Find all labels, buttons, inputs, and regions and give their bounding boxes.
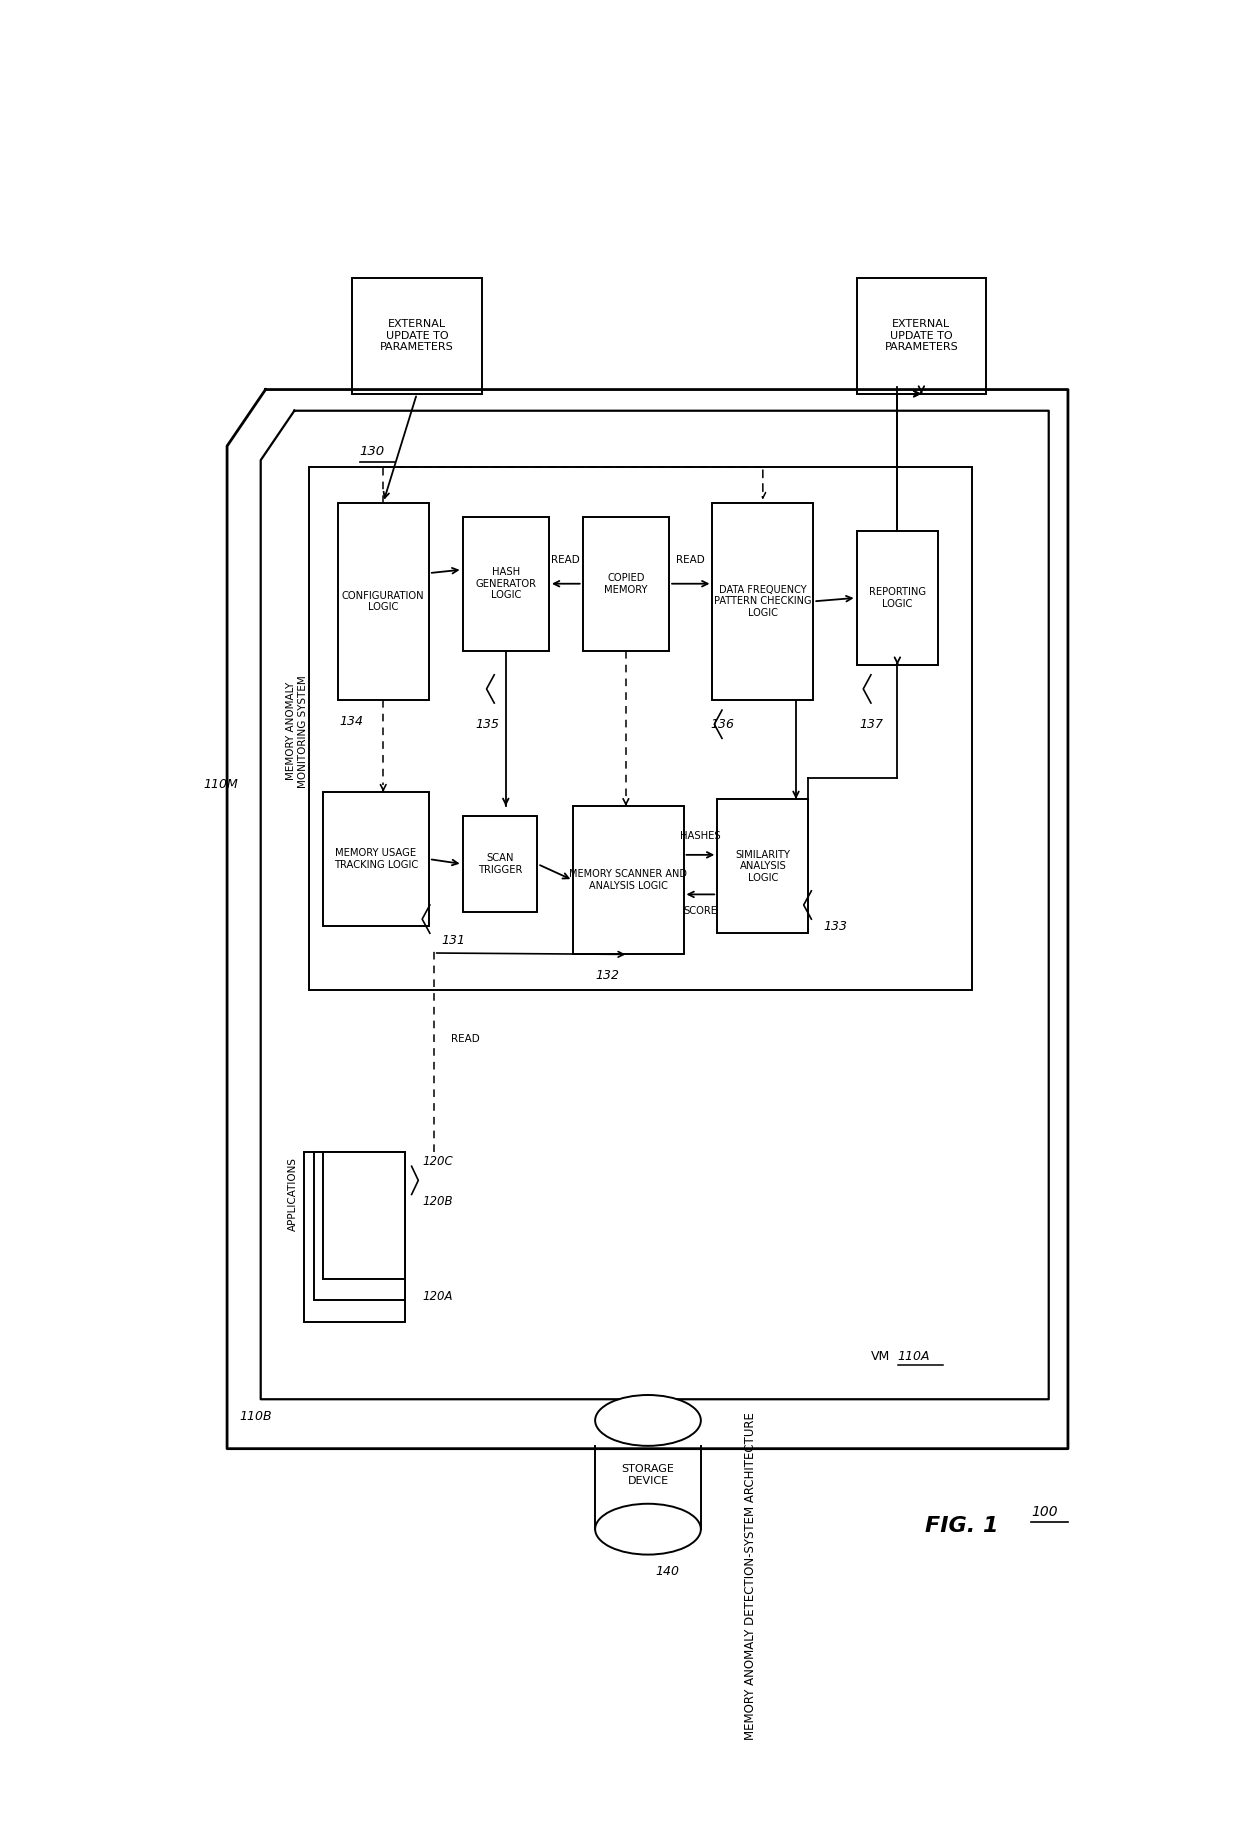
Text: 120B: 120B bbox=[422, 1196, 453, 1209]
FancyBboxPatch shape bbox=[857, 279, 986, 394]
FancyBboxPatch shape bbox=[463, 517, 549, 651]
Text: SIMILARITY
ANALYSIS
LOGIC: SIMILARITY ANALYSIS LOGIC bbox=[735, 849, 790, 882]
Text: HASHES: HASHES bbox=[680, 831, 720, 840]
Text: 132: 132 bbox=[595, 968, 619, 981]
Text: 110A: 110A bbox=[898, 1350, 930, 1363]
FancyBboxPatch shape bbox=[712, 503, 813, 701]
Text: 120A: 120A bbox=[422, 1289, 453, 1302]
Text: MEMORY ANOMALY
MONITORING SYSTEM: MEMORY ANOMALY MONITORING SYSTEM bbox=[286, 675, 308, 787]
Text: 136: 136 bbox=[711, 717, 734, 730]
Text: EXTERNAL
UPDATE TO
PARAMETERS: EXTERNAL UPDATE TO PARAMETERS bbox=[884, 319, 959, 352]
FancyBboxPatch shape bbox=[573, 807, 683, 954]
FancyBboxPatch shape bbox=[324, 792, 429, 926]
Ellipse shape bbox=[595, 1396, 701, 1445]
Text: STORAGE
DEVICE: STORAGE DEVICE bbox=[621, 1464, 675, 1486]
Text: 130: 130 bbox=[360, 446, 384, 458]
Text: READ: READ bbox=[451, 1034, 480, 1044]
FancyBboxPatch shape bbox=[583, 517, 670, 651]
FancyBboxPatch shape bbox=[717, 800, 808, 934]
Text: 100: 100 bbox=[1032, 1506, 1058, 1519]
Text: 134: 134 bbox=[340, 715, 363, 728]
FancyBboxPatch shape bbox=[314, 1152, 404, 1300]
Text: DATA FREQUENCY
PATTERN CHECKING
LOGIC: DATA FREQUENCY PATTERN CHECKING LOGIC bbox=[714, 585, 812, 618]
Text: 131: 131 bbox=[441, 934, 465, 946]
FancyBboxPatch shape bbox=[352, 279, 481, 394]
Text: REPORTING
LOGIC: REPORTING LOGIC bbox=[869, 587, 926, 609]
Ellipse shape bbox=[595, 1504, 701, 1555]
Text: SCAN
TRIGGER: SCAN TRIGGER bbox=[477, 853, 522, 875]
Text: READ: READ bbox=[552, 556, 580, 565]
Text: SCORE: SCORE bbox=[683, 906, 718, 915]
Text: READ: READ bbox=[676, 556, 706, 565]
Text: 110B: 110B bbox=[239, 1410, 273, 1423]
Text: 120C: 120C bbox=[422, 1155, 453, 1168]
Text: COPIED
MEMORY: COPIED MEMORY bbox=[604, 572, 647, 594]
Text: MEMORY SCANNER AND
ANALYSIS LOGIC: MEMORY SCANNER AND ANALYSIS LOGIC bbox=[569, 869, 687, 891]
Text: MEMORY USAGE
TRACKING LOGIC: MEMORY USAGE TRACKING LOGIC bbox=[334, 849, 418, 869]
Text: HASH
GENERATOR
LOGIC: HASH GENERATOR LOGIC bbox=[475, 567, 536, 600]
FancyBboxPatch shape bbox=[337, 503, 429, 701]
FancyBboxPatch shape bbox=[304, 1152, 404, 1322]
Text: 135: 135 bbox=[475, 717, 498, 730]
Text: FIG. 1: FIG. 1 bbox=[925, 1517, 999, 1537]
Text: 133: 133 bbox=[823, 919, 847, 934]
FancyBboxPatch shape bbox=[463, 816, 537, 911]
FancyBboxPatch shape bbox=[857, 530, 939, 666]
Text: VM: VM bbox=[870, 1350, 890, 1363]
Text: 137: 137 bbox=[859, 717, 883, 730]
FancyBboxPatch shape bbox=[324, 1152, 404, 1280]
Text: 110M: 110M bbox=[203, 778, 238, 792]
Text: APPLICATIONS: APPLICATIONS bbox=[288, 1157, 298, 1231]
Text: EXTERNAL
UPDATE TO
PARAMETERS: EXTERNAL UPDATE TO PARAMETERS bbox=[379, 319, 454, 352]
Text: 140: 140 bbox=[656, 1564, 680, 1577]
Text: MEMORY ANOMALY DETECTION-SYSTEM ARCHITECTURE: MEMORY ANOMALY DETECTION-SYSTEM ARCHITEC… bbox=[744, 1412, 758, 1740]
Text: CONFIGURATION
LOGIC: CONFIGURATION LOGIC bbox=[342, 591, 424, 613]
